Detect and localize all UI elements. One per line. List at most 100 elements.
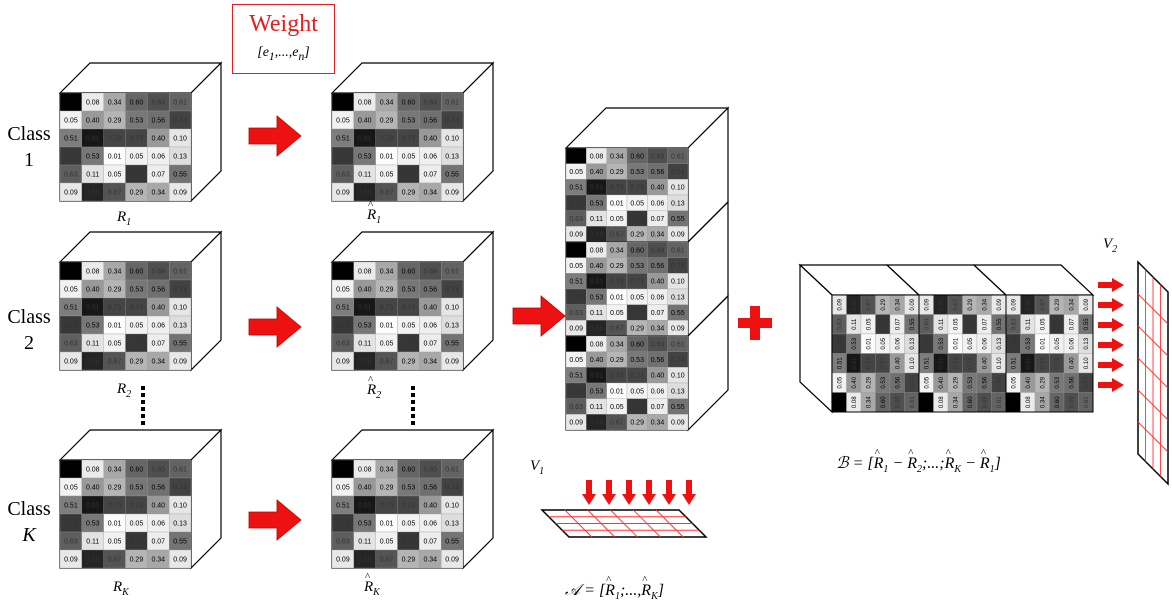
matrix-value: 0.53: [590, 200, 604, 207]
matrix-value: 0.40: [590, 169, 604, 176]
class-k-label: Class K: [4, 499, 54, 545]
matrix-value: 0.29: [108, 287, 122, 294]
matrix-value: 0.29: [402, 359, 416, 366]
v2-arrow-shaft: [1098, 322, 1112, 328]
matrix-value: 0.73: [130, 305, 144, 312]
v2-arrow-head: [1112, 378, 1124, 392]
matrix-value: 0.40: [651, 279, 665, 286]
stacked-cube-block-1: 0.08 0.34 0.60 0.69 0.61 0.05 0.40 0.29 0.53 0.56…: [564, 106, 730, 244]
b-matrix-value: 0.78: [924, 337, 930, 349]
matrix-value: 0.53: [130, 485, 144, 492]
matrix-value: 0.13: [445, 323, 459, 330]
b-matrix-value: 0.86: [1026, 298, 1032, 310]
b-matrix-value: 0.86: [852, 298, 858, 310]
weight-vector: [e1,...,en]: [257, 45, 310, 63]
matrix-value: 0.34: [423, 359, 437, 366]
matrix-cell: [441, 182, 464, 202]
matrix-value: 0.63: [569, 310, 583, 317]
matrix-value: 0.07: [151, 172, 165, 179]
matrix-cell: [331, 459, 354, 479]
b-matrix-value: 0.13: [910, 337, 916, 349]
v2-arrow-head: [1112, 318, 1124, 332]
matrix-value: 0.69: [423, 100, 437, 107]
b-matrix-value: 0.29: [1040, 376, 1046, 388]
stack-divider-1: [687, 201, 729, 243]
matrix-value: 0.05: [569, 169, 583, 176]
b-matrix-value: 0.10: [910, 357, 916, 369]
matrix-value: 0.13: [173, 323, 187, 330]
matrix-value: 0.11: [86, 172, 99, 179]
matrix-value: 0.73: [610, 373, 624, 380]
b-matrix-value: 0.91: [1026, 357, 1032, 369]
matrix-value: 0.07: [423, 539, 437, 546]
b-matrix-value: 0.09: [910, 298, 916, 310]
matrix-value: 0.74: [173, 485, 187, 492]
ellipsis-dot-right: [411, 421, 415, 425]
matrix-value: 0.51: [336, 503, 350, 510]
matrix-value: 0.29: [402, 190, 416, 197]
matrix-value: 0.79: [130, 539, 144, 546]
matrix-value: 0.67: [610, 232, 624, 239]
matrix-value: 0.40: [423, 503, 437, 510]
matrix-value: 0.34: [610, 153, 624, 160]
matrix-value: 0.86: [358, 557, 372, 564]
matrix-value: 0.40: [423, 305, 437, 312]
matrix-value: 0.09: [173, 557, 187, 564]
matrix-value: 0.60: [130, 100, 144, 107]
v2-arrow-shaft: [1098, 282, 1112, 288]
matrix-value: 0.53: [590, 388, 604, 395]
matrix-value: 0.09: [64, 557, 78, 564]
matrix-value: 0.53: [402, 485, 416, 492]
matrix-value: 0.29: [380, 118, 394, 125]
b-matrix-value: 0.53: [939, 337, 945, 349]
v2-arrow-head: [1112, 338, 1124, 352]
matrix-value: 0.55: [173, 172, 187, 179]
matrix-value: 0.40: [358, 118, 372, 125]
class-2-word: Class: [7, 306, 51, 328]
matrix-value: 0.34: [151, 190, 165, 197]
matrix-value: 0.06: [423, 521, 437, 528]
b-matrix-value: 0.01: [866, 337, 872, 349]
matrix-value: 0.74: [173, 287, 187, 294]
matrix-value: 0.67: [108, 557, 122, 564]
b-matrix-value: 0.40: [895, 357, 901, 369]
matrix-value: 0.91: [590, 373, 604, 380]
b-matrix-value: 0.29: [1055, 298, 1061, 310]
matrix-value: 0.91: [590, 279, 604, 286]
matrix-value: 0.69: [651, 153, 665, 160]
matrix-value: 0.73: [108, 503, 122, 510]
b-matrix-value: 0.08: [1026, 396, 1032, 408]
b-matrix-value: 0.34: [866, 396, 872, 408]
b-matrix-value: 0.63: [1011, 318, 1017, 330]
matrix-value: 0.86: [358, 359, 372, 366]
b-matrix-value: 0.63: [924, 318, 930, 330]
b-matrix-value: 0.34: [1040, 396, 1046, 408]
matrix-value: 0.10: [173, 503, 187, 510]
matrix-value: 0.29: [108, 118, 122, 125]
v2-arrow-shaft: [1098, 342, 1112, 348]
matrix-value: 0.78: [569, 200, 583, 207]
matrix-value: 0.67: [380, 359, 394, 366]
ellipsis-dot-left: [141, 393, 145, 397]
matrix-cell: [667, 414, 689, 431]
matrix-value: 0.51: [569, 279, 583, 286]
matrix-value: 0.53: [630, 263, 644, 270]
matrix-value: 0.29: [610, 263, 624, 270]
b-matrix-value: 0.05: [924, 376, 930, 388]
matrix-value: 0.05: [610, 310, 624, 317]
matrix-value: 0.08: [358, 467, 372, 474]
matrix-value: 0.29: [380, 287, 394, 294]
matrix-value: 0.56: [423, 287, 437, 294]
b-matrix-value: 0.53: [968, 376, 974, 388]
v1-down-arrow-head: [582, 494, 596, 505]
matrix-value: 0.09: [569, 420, 583, 427]
matrix-value: 0.61: [671, 247, 685, 254]
matrix-value: 0.05: [402, 323, 416, 330]
matrix-value: 0.74: [671, 169, 685, 176]
matrix-value: 0.51: [64, 136, 78, 143]
matrix-value: 0.01: [380, 154, 394, 161]
b-matrix-value: 0.55: [910, 318, 916, 330]
b-matrix-value: 0.63: [837, 318, 843, 330]
matrix-value: 0.63: [569, 404, 583, 411]
class-k-index: K: [22, 524, 36, 546]
